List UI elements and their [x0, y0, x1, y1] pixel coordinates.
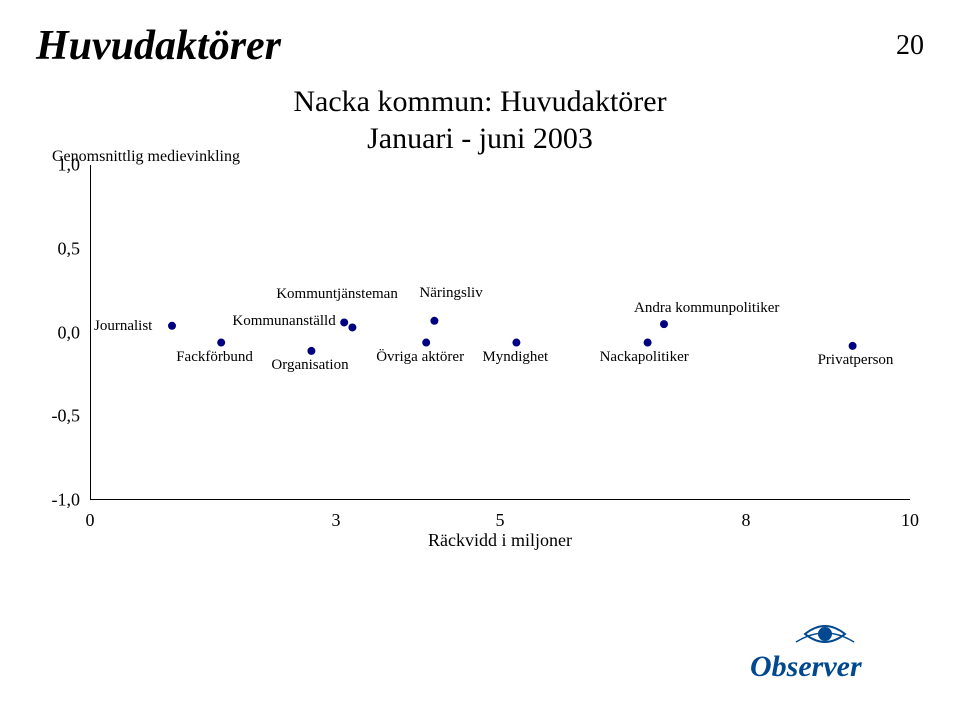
x-tick-label: 8 [742, 510, 751, 531]
chart-svg [90, 165, 910, 500]
x-tick-label: 3 [332, 510, 341, 531]
point-label: Organisation [271, 357, 348, 374]
point-label: Privatperson [818, 352, 894, 369]
x-axis-caption: Räckvidd i miljoner [90, 530, 910, 551]
scatter-chart: -1,0-0,50,00,51,0035810JournalistFackför… [90, 165, 910, 500]
y-tick-label: 0,0 [58, 322, 81, 343]
x-tick-label: 10 [901, 510, 919, 531]
point-label: Andra kommunpolitiker [634, 300, 779, 317]
chart-title-line1: Nacka kommun: Huvudaktörer [0, 85, 960, 119]
y-tick-label: -1,0 [52, 490, 81, 511]
page-number: 20 [896, 30, 924, 62]
x-tick-label: 0 [86, 510, 95, 531]
point-label: Näringsliv [419, 285, 482, 302]
page-title: Huvudaktörer [36, 22, 281, 70]
point-label: Kommunanställd [232, 313, 335, 330]
y-tick-label: -0,5 [52, 406, 81, 427]
point-label: Övriga aktörer [376, 349, 464, 366]
point-label: Fackförbund [176, 349, 253, 366]
point-label: Journalist [94, 318, 152, 335]
logo-text: Observer [750, 650, 862, 683]
y-tick-label: 0,5 [58, 238, 81, 259]
y-tick-label: 1,0 [58, 155, 81, 176]
point-label: Nackapolitiker [600, 349, 689, 366]
logo-eye-icon [796, 626, 854, 642]
point-label: Myndighet [482, 349, 548, 366]
point-label: Kommuntjänsteman [276, 286, 398, 303]
x-tick-label: 5 [496, 510, 505, 531]
y-axis-caption: Genomsnittlig medievinkling [52, 148, 240, 166]
observer-logo: Observer [750, 616, 920, 686]
